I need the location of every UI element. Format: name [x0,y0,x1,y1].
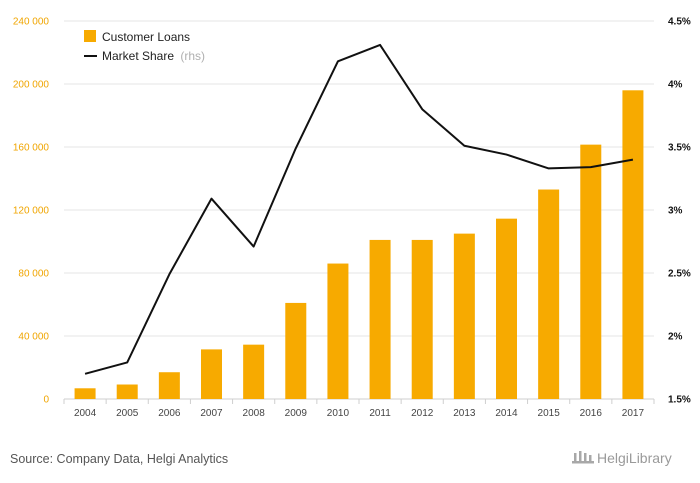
legend: Customer Loans Market Share (rhs) [84,30,205,63]
x-tick-label: 2013 [453,408,476,419]
line-series [84,43,634,375]
bar-2006 [158,372,180,399]
y-left-tick-label: 240 000 [13,17,50,28]
y-left-tick-label: 0 [43,395,49,406]
x-tick-label: 2004 [74,408,97,419]
x-tick-label: 2015 [538,408,561,419]
bar-2009 [285,302,307,399]
bar-2016 [580,144,602,399]
x-tick-label: 2005 [116,408,139,419]
brand-name: HelgiLibrary [597,450,672,466]
x-tick-label: 2007 [200,408,223,419]
bar-2017 [622,90,644,400]
market-share-line [84,43,634,375]
axes: 0 1.5% 40 000 2% 80 000 2.5% 120 000 3% 160 000 3… [13,17,691,420]
bar-2004 [74,388,96,399]
y-right-tick-label: 2% [668,332,683,343]
bar-2011 [369,239,391,399]
bar-2007 [201,349,222,399]
bar-2005 [116,384,138,399]
bar-2010 [327,263,349,399]
legend-label-line-name: Market Share [102,49,174,63]
y-right-tick-label: 2.5% [668,269,691,280]
gridlines [64,20,654,400]
y-right-tick-label: 4.5% [668,17,691,28]
bar-2014 [496,218,517,399]
library-building-icon [572,451,594,464]
x-tick-label: 2011 [369,408,391,419]
x-tick-label: 2014 [495,408,518,419]
legend-label-line-suffix: (rhs) [180,49,205,63]
bar-2015 [538,189,560,399]
bar-series [74,90,644,400]
helgi-library-logo: HelgiLibrary [572,450,672,466]
y-left-tick-label: 200 000 [13,80,50,91]
y-right-tick-label: 3% [668,206,683,217]
x-tick-label: 2016 [580,408,603,419]
y-right-tick-label: 4% [668,80,683,91]
bar-2013 [453,233,475,399]
legend-swatch-bar [84,30,96,42]
bar-2008 [243,344,265,399]
legend-label-line: Market Share (rhs) [102,49,205,63]
y-left-tick-label: 80 000 [18,269,49,280]
y-right-tick-label: 3.5% [668,143,691,154]
y-left-tick-label: 120 000 [13,206,50,217]
x-tick-label: 2017 [622,408,645,419]
bar-2012 [411,239,433,399]
y-right-tick-label: 1.5% [668,395,691,406]
x-tick-label: 2010 [327,408,350,419]
x-tick-label: 2006 [158,408,181,419]
y-left-tick-label: 40 000 [18,332,49,343]
x-tick-label: 2009 [285,408,308,419]
y-left-tick-label: 160 000 [13,143,50,154]
source-note: Source: Company Data, Helgi Analytics [10,452,228,466]
x-tick-label: 2008 [243,408,266,419]
x-tick-label: 2012 [411,408,434,419]
legend-label-bar: Customer Loans [102,30,190,44]
